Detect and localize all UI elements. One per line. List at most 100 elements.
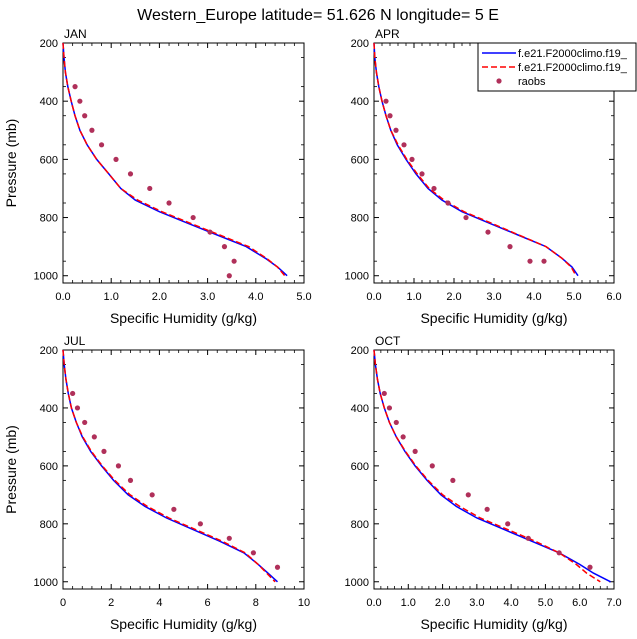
raobs-point <box>166 200 172 206</box>
panel-jan: JAN 0.0 1.0 2.0 3.0 4.0 5.0 200 400 600 800 1000 Spe… <box>3 27 312 326</box>
raobs-point <box>77 98 83 104</box>
raobs-point <box>409 156 415 162</box>
x-axis-label: Specific Humidity (g/kg) <box>420 616 567 632</box>
x-tick-label: 5.0 <box>296 291 311 303</box>
y-tick-label: 800 <box>351 519 369 531</box>
y-tick-label: 1000 <box>345 577 369 589</box>
y-tick-label: 200 <box>40 38 58 50</box>
x-tick-label: 2.0 <box>446 291 461 303</box>
y-tick-label: 1000 <box>34 271 58 283</box>
raobs-point <box>115 463 122 469</box>
raobs-point <box>207 229 213 235</box>
raobs-point <box>556 550 562 556</box>
raobs-point <box>450 477 456 483</box>
x-tick-label: 3.0 <box>469 597 484 609</box>
x-tick-label: 5.0 <box>538 597 553 609</box>
y-tick-label: 200 <box>351 345 369 357</box>
legend-entry-label: f.e21.F2000climo.f19_ <box>518 62 628 74</box>
x-tick-label: 6.0 <box>572 597 587 609</box>
y-tick-label: 1000 <box>34 577 58 589</box>
panel-month-label: OCT <box>375 334 401 348</box>
y-tick-label: 400 <box>40 403 58 415</box>
legend: f.e21.F2000climo.f19_ f.e21.F2000climo.f1… <box>477 42 637 92</box>
raobs-point <box>221 244 228 250</box>
panel-month-label: JUL <box>64 334 86 348</box>
raobs-point <box>445 200 451 206</box>
raobs-point <box>400 434 406 440</box>
series-line-red <box>62 42 286 277</box>
y-tick-label: 200 <box>351 38 369 50</box>
raobs-point <box>412 448 418 454</box>
x-tick-label: 3.0 <box>200 291 215 303</box>
y-tick-label: 600 <box>351 461 369 473</box>
x-axis-label: Specific Humidity (g/kg) <box>420 310 567 326</box>
series-line-blue <box>62 42 288 277</box>
raobs-point <box>190 214 196 221</box>
raobs-point <box>387 113 393 119</box>
figure-title: Western_Europe latitude= 51.626 N longit… <box>137 7 499 24</box>
legend-entry-label: f.e21.F2000climo.f19_ <box>518 48 628 60</box>
raobs-point <box>429 463 435 469</box>
raobs-point <box>72 84 78 90</box>
raobs-point <box>484 506 490 512</box>
x-tick-label: 1.0 <box>406 291 421 303</box>
raobs-point <box>101 448 107 454</box>
raobs-point <box>74 405 81 411</box>
raobs-point <box>82 419 88 426</box>
raobs-point <box>386 405 393 411</box>
panel-apr: APR 0.0 1.0 2.0 3.0 4.0 5.0 6.0 200 400 600 800 1000… <box>345 27 622 326</box>
raobs-point <box>465 492 471 498</box>
y-tick-label: 400 <box>40 96 58 108</box>
series-line-blue <box>373 349 611 583</box>
raobs-point <box>231 258 237 264</box>
y-tick-label: 400 <box>351 96 369 108</box>
x-tick-label: 10 <box>298 597 310 609</box>
raobs-point <box>383 98 389 104</box>
x-axis-label: Specific Humidity (g/kg) <box>110 616 257 632</box>
x-tick-label: 4.0 <box>248 291 263 303</box>
panel-oct: OCT 0.0 1.0 2.0 3.0 4.0 5.0 6.0 7.0 200 400 600 800 1… <box>345 334 622 632</box>
raobs-point <box>171 506 177 512</box>
series-line-red <box>373 42 577 277</box>
y-axis-label: Pressure (mb) <box>3 425 19 514</box>
raobs-point <box>463 214 469 221</box>
y-tick-label: 800 <box>351 213 369 225</box>
x-tick-label: 4 <box>156 597 162 609</box>
raobs-point <box>91 434 97 440</box>
raobs-point <box>274 564 281 570</box>
x-tick-label: 3.0 <box>486 291 501 303</box>
plot-frame <box>62 42 305 284</box>
raobs-point <box>89 127 95 133</box>
panel-jul: JUL 0 2 4 6 8 10 200 400 600 800 1000 Specific Humid… <box>3 334 310 632</box>
raobs-point <box>431 185 437 192</box>
raobs-point <box>393 419 399 426</box>
plot-frame <box>62 349 305 590</box>
x-tick-label: 1.0 <box>401 597 416 609</box>
panels: JAN 0.0 1.0 2.0 3.0 4.0 5.0 200 400 600 800 1000 Spe… <box>3 27 622 632</box>
raobs-point <box>127 171 134 177</box>
x-tick-label: 6.0 <box>606 291 621 303</box>
series-line-blue <box>62 349 279 583</box>
raobs-point <box>197 521 203 527</box>
raobs-point <box>507 244 513 250</box>
x-tick-label: 2.0 <box>435 597 450 609</box>
x-axis-label: Specific Humidity (g/kg) <box>110 310 257 326</box>
y-axis-label: Pressure (mb) <box>3 119 19 208</box>
raobs-point <box>147 185 153 192</box>
x-tick-label: 0 <box>60 597 66 609</box>
x-tick-label: 0.0 <box>55 291 70 303</box>
raobs-point <box>226 273 232 279</box>
raobs-point <box>393 127 399 133</box>
x-tick-label: 7.0 <box>606 597 621 609</box>
raobs-point <box>505 521 511 527</box>
panel-month-label: JAN <box>64 27 87 41</box>
x-tick-label: 4.0 <box>503 597 518 609</box>
y-tick-label: 800 <box>40 213 58 225</box>
x-tick-label: 4.0 <box>526 291 541 303</box>
raobs-point <box>381 390 387 397</box>
x-tick-label: 6 <box>205 597 211 609</box>
x-tick-label: 2 <box>108 597 114 609</box>
raobs-point <box>419 171 425 177</box>
y-tick-label: 800 <box>40 519 58 531</box>
series-line-red <box>373 349 601 583</box>
